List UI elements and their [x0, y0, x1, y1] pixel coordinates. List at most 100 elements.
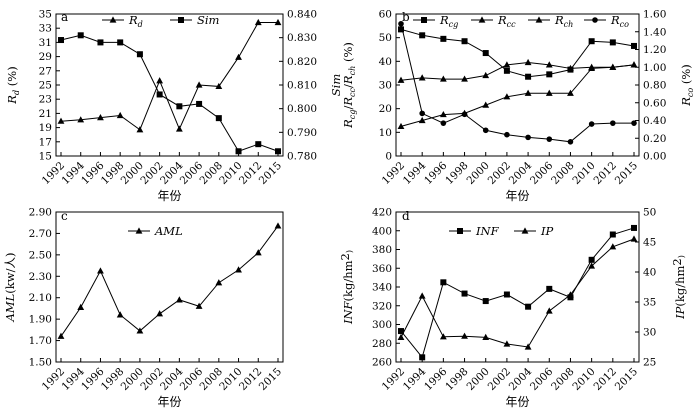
data-point-Rd: [156, 77, 164, 84]
x-tick-label: 2015: [613, 366, 640, 393]
data-point-Rcg: [461, 38, 468, 45]
data-point-IP: [524, 343, 532, 350]
x-tick-label: 2010: [570, 160, 597, 187]
y-axis-title-right: IP(kg/hm2): [670, 255, 687, 320]
data-point-Rch: [397, 122, 405, 130]
data-point-IP: [567, 291, 574, 298]
data-point-Rco: [504, 131, 510, 138]
data-point-AML: [57, 332, 65, 339]
panel-a: a 15 17 19 21 23 25 27 29 31 33 35 0.780 0.790 0.800 0.…: [39, 9, 317, 204]
y-tick-label-left: 1.70: [29, 335, 52, 347]
y-tick-label-right: 0.800: [287, 103, 317, 115]
y-axis-title-right: Sim: [329, 74, 343, 97]
y-tick-label-left: 33: [39, 23, 52, 35]
data-point-Rd: [97, 114, 104, 121]
data-point-Rcc: [439, 75, 447, 82]
data-point-Rcc: [524, 58, 532, 66]
data-point-INF: [609, 231, 616, 238]
legend-marker: [178, 17, 184, 23]
y-axis-title-right: Rco (%): [679, 64, 695, 107]
data-point-Rch: [588, 64, 596, 72]
y-axis-title-left: Rd (%): [5, 66, 21, 104]
x-tick-label: 1994: [401, 365, 429, 393]
x-tick-label: 2015: [613, 160, 640, 187]
data-point-Sim: [58, 37, 64, 44]
data-point-INF: [398, 328, 404, 335]
y-tick-label-left: 320: [372, 300, 392, 312]
data-point-IP: [503, 340, 511, 347]
x-tick-label: 2002: [486, 366, 513, 393]
x-tick-label: 2012: [592, 366, 619, 393]
data-point-Rco: [525, 134, 531, 141]
x-axis-title: 年份: [157, 395, 181, 409]
legend-item-AML: AML: [128, 224, 183, 238]
series-line-IP: [400, 238, 635, 348]
data-point-Rch: [482, 101, 490, 108]
data-point-Rcg: [525, 73, 532, 80]
y-tick-label-right: 0.790: [287, 127, 317, 139]
y-tick-label-left: 19: [39, 122, 52, 134]
x-tick-label: 2000: [464, 366, 491, 393]
y-tick-label-right: 25: [643, 357, 656, 369]
legend-item-Sim: Sim: [170, 13, 220, 27]
data-point-Rcg: [398, 26, 404, 33]
y-tick-label-left: 1.50: [29, 357, 52, 369]
legend-label: Rcc: [497, 13, 516, 29]
data-point-Rcc: [545, 61, 553, 68]
plot-frame: [55, 13, 284, 157]
data-point-INF: [503, 291, 510, 298]
panel-b: b 0 10 20 30 40 50 60 0.00 0.20 0.40 0.60 0.80 1.00 1.…: [379, 9, 667, 204]
legend-label: Rd: [128, 13, 143, 29]
x-tick-label: 1998: [443, 366, 470, 393]
data-point-Rd: [215, 82, 223, 90]
data-point-Rd: [77, 116, 85, 123]
data-point-Rd: [195, 81, 203, 88]
data-point-INF: [482, 298, 489, 305]
data-point-IP: [588, 262, 596, 269]
data-point-Rd: [235, 53, 242, 60]
y-tick-label-left: 300: [372, 319, 392, 331]
data-point-Rd: [274, 18, 282, 26]
y-tick-label-right: 0.60: [643, 97, 666, 109]
data-point-Rch: [609, 63, 617, 70]
data-point-IP: [461, 332, 468, 339]
y-tick-label-left: 380: [372, 244, 392, 256]
y-tick-label-left: 35: [39, 9, 52, 21]
y-tick-label-right: 35: [643, 297, 656, 309]
y-tick-label-left: 50: [379, 32, 392, 44]
y-tick-label-left: 31: [39, 37, 52, 49]
y-tick-label-left: 400: [372, 225, 392, 237]
data-point-IP: [418, 292, 426, 299]
data-point-INF: [419, 354, 426, 361]
data-point-Rcg: [482, 50, 489, 57]
data-point-AML: [156, 310, 164, 317]
y-tick-label-right: 1.40: [643, 26, 666, 38]
data-point-Rco: [588, 121, 595, 127]
data-point-Sim: [235, 148, 242, 155]
data-point-Rcc: [503, 61, 511, 68]
y-tick-label-left: 2.50: [29, 249, 52, 261]
data-point-Rd: [116, 111, 124, 119]
data-point-Rcg: [588, 38, 595, 45]
data-point-Rcg: [631, 42, 637, 49]
y-tick-label-right: 0.820: [287, 56, 317, 68]
data-point-Rd: [254, 18, 262, 26]
data-point-Rcc: [397, 76, 405, 83]
data-point-Rcc: [418, 74, 426, 81]
data-point-Rch: [567, 89, 574, 96]
data-point-Rco: [398, 20, 404, 27]
data-point-Rch: [503, 93, 511, 100]
data-point-Rco: [440, 120, 447, 126]
data-point-IP: [545, 307, 553, 314]
x-tick-label: 2004: [507, 365, 535, 393]
y-tick-label-right: 0.00: [643, 151, 666, 163]
data-point-INF: [440, 279, 447, 286]
data-point-AML: [175, 296, 183, 303]
x-tick-label: 1996: [422, 159, 450, 187]
data-point-Sim: [136, 51, 143, 58]
legend-marker: [109, 16, 117, 23]
series-line-Rcc: [400, 62, 635, 81]
data-point-AML: [97, 267, 104, 274]
series-line-Rco: [400, 23, 634, 143]
